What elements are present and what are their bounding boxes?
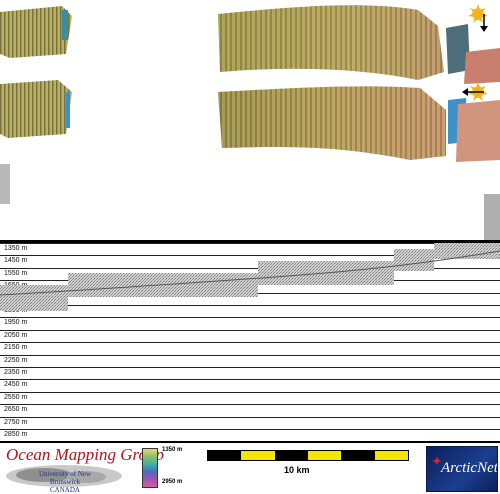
depth-row: 1450 m xyxy=(0,255,500,268)
depth-row: 2550 m xyxy=(0,391,500,405)
depth-label: 1350 m xyxy=(4,245,28,252)
swath-map-view xyxy=(0,0,500,240)
swath-right-upper-red xyxy=(464,48,500,84)
depth-row: 1950 m xyxy=(0,317,500,330)
legend-bottom-label: 2950 m xyxy=(162,479,183,485)
scale-segment xyxy=(307,451,342,460)
depth-label: 2350 m xyxy=(4,369,28,376)
profile-segment xyxy=(0,285,68,311)
grey-fragment-right xyxy=(484,194,500,240)
sun-arrow-down-icon xyxy=(468,4,488,32)
swath-left-lower xyxy=(0,80,72,138)
depth-row: 1350 m xyxy=(0,243,500,256)
profile-segment xyxy=(394,249,434,271)
depth-row: 1550 m xyxy=(0,267,500,281)
depth-label: 2750 m xyxy=(4,418,28,426)
depth-label: 2450 m xyxy=(4,381,28,389)
omg-country-text: CANADA xyxy=(50,486,80,494)
scale-segment xyxy=(374,451,408,460)
swath-right-upper xyxy=(446,24,470,74)
depth-label: 1950 m xyxy=(4,319,28,327)
omg-logo-seafloor-image xyxy=(6,465,122,487)
scale-bar-label: 10 km xyxy=(284,465,310,475)
panel-divider-bottom xyxy=(0,441,500,443)
swath-left-upper xyxy=(0,6,72,58)
depth-color-legend xyxy=(142,448,158,488)
scale-segment xyxy=(274,451,308,460)
depth-row: 2750 m xyxy=(0,416,500,430)
depth-label: 2550 m xyxy=(4,393,28,401)
depth-label: 2250 m xyxy=(4,356,28,364)
depth-label: 1450 m xyxy=(4,257,28,265)
arcticnet-logo-text: ArcticNet xyxy=(441,460,498,476)
depth-label: 2850 m xyxy=(4,431,28,438)
grey-fragment-left xyxy=(0,164,10,204)
omg-logo-university: University of New Brunswick CANADA xyxy=(30,470,100,494)
depth-row: 2650 m xyxy=(0,404,500,417)
swath-right-lower-red xyxy=(456,100,500,162)
profile-segment xyxy=(434,243,500,259)
swath-map-canvas xyxy=(0,4,500,240)
swath-edge-left-lower xyxy=(66,92,70,128)
depth-row: 2350 m xyxy=(0,367,500,380)
depth-label: 2050 m xyxy=(4,331,28,339)
sun-arrow-left-icon xyxy=(462,82,488,101)
profile-trace xyxy=(0,243,500,311)
arcticnet-logo: ✦ ArcticNet xyxy=(426,446,498,492)
depth-label: 1550 m xyxy=(4,269,28,277)
depth-row: 2050 m xyxy=(0,329,500,343)
depth-row: 2450 m xyxy=(0,379,500,392)
depth-label: 2150 m xyxy=(4,344,28,352)
depth-row: 2150 m xyxy=(0,342,500,355)
seafloor-line xyxy=(0,250,500,296)
depth-label: 2650 m xyxy=(4,406,28,414)
swath-edge-left-upper xyxy=(62,10,68,40)
scale-segment xyxy=(241,451,275,460)
panel-divider-top xyxy=(0,240,500,243)
scale-segment xyxy=(341,451,375,460)
scale-segment xyxy=(208,451,242,460)
depth-row: 2250 m xyxy=(0,354,500,368)
scale-bar xyxy=(207,450,409,461)
legend-top-label: 1350 m xyxy=(162,447,183,453)
omg-logo-title: Ocean Mapping Group xyxy=(6,445,165,464)
maple-leaf-icon: ✦ xyxy=(431,453,443,469)
omg-university-text: University of New Brunswick xyxy=(38,470,92,486)
depth-row: 2850 m xyxy=(0,429,500,441)
